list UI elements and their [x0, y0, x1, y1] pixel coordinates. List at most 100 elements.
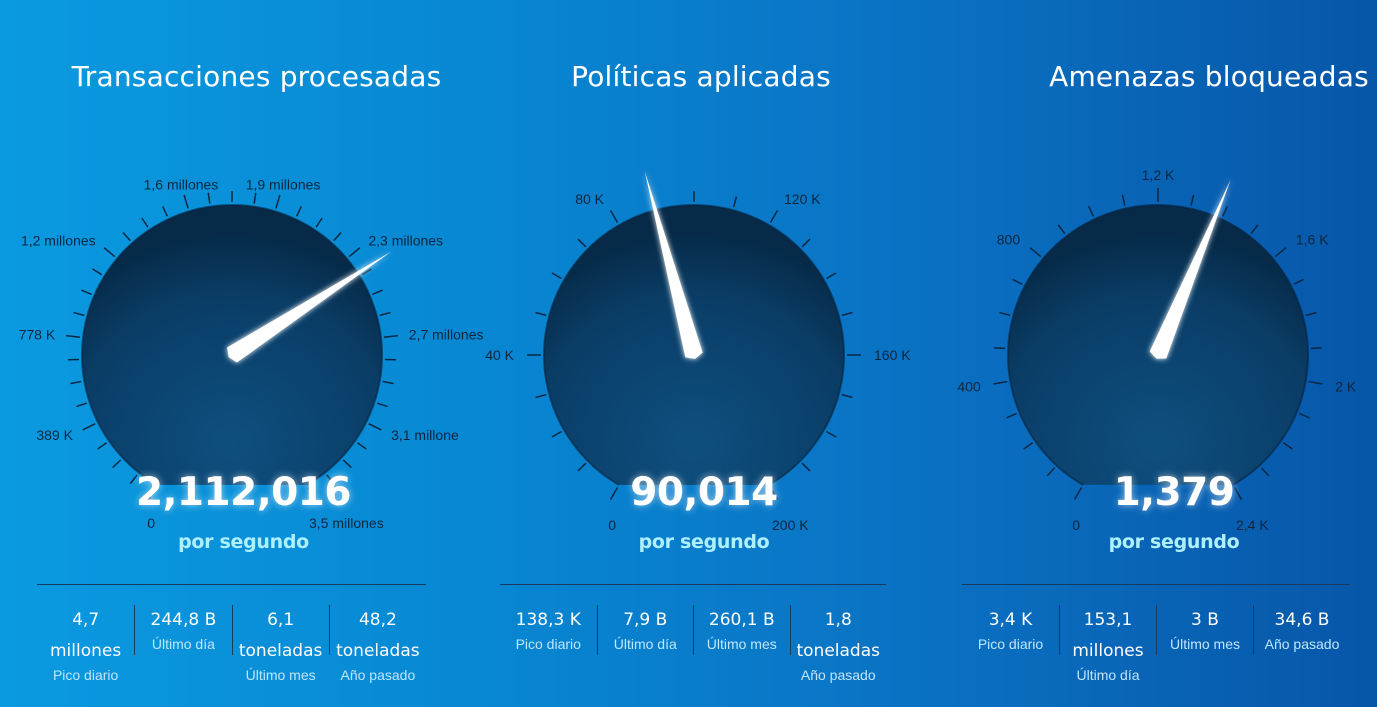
gauge-unit: por segundo: [638, 531, 770, 553]
stat-value: 6,1 toneladas: [238, 610, 323, 661]
stat-label: Pico diario: [977, 636, 1044, 652]
minor-tick: [1121, 194, 1126, 206]
stat-cell: 6,1 toneladas Último mes: [231, 605, 329, 683]
major-tick: [147, 487, 157, 501]
minor-tick: [76, 402, 88, 408]
minor-tick: [141, 217, 149, 228]
major-tick: [1233, 487, 1243, 501]
minor-tick: [326, 474, 335, 485]
divider: [37, 584, 426, 585]
minor-tick: [1282, 442, 1293, 450]
gauge-panel-politicas: Políticas aplicadas 0 40 K 80 K 120 K 160 K 2…: [465, 0, 925, 707]
stat-value: 7,9 B: [623, 610, 668, 630]
major-tick: [183, 194, 189, 209]
minor-tick: [535, 393, 547, 399]
stats-row: 3,4 K Pico diario 153,1 millones Último día…: [962, 605, 1350, 683]
major-tick: [769, 487, 779, 501]
major-tick: [66, 334, 81, 338]
scale-label: 200 K: [772, 517, 809, 533]
gauge-value: 90,014: [630, 470, 778, 515]
minor-tick: [577, 462, 587, 472]
scale-label: 80 K: [575, 191, 604, 207]
stat-value: 3 B: [1191, 610, 1219, 630]
major-tick: [103, 247, 116, 258]
stat-label: Último mes: [245, 667, 316, 683]
gauge-title: Amenazas bloqueadas: [1049, 60, 1369, 93]
stat-cell: 138,3 K Pico diario: [500, 605, 597, 655]
minor-tick: [376, 402, 388, 408]
scale-label: 2 K: [1335, 378, 1357, 394]
minor-tick: [162, 206, 169, 217]
stat-label: Último día: [151, 636, 215, 652]
gauge-needle: [644, 171, 703, 359]
scale-label: 1,2 millones: [21, 233, 96, 249]
stat-value: 4,7 millones: [50, 610, 122, 661]
stat-cell: 34,6 B Año pasado: [1253, 605, 1350, 655]
minor-tick: [577, 238, 587, 248]
gauge-rim: [543, 204, 845, 486]
scale-label: 3,5 millones: [309, 515, 384, 531]
minor-tick: [81, 289, 92, 296]
scale-label: 778 K: [19, 326, 56, 342]
scale-label: 1,9 millones: [246, 176, 321, 192]
minor-tick: [826, 272, 837, 280]
major-tick: [307, 487, 317, 501]
major-tick: [1308, 380, 1323, 385]
minor-tick: [122, 231, 131, 242]
stat-cell: 1,8 toneladas Año pasado: [789, 605, 887, 683]
divider: [962, 584, 1350, 585]
gauge-unit: por segundo: [1108, 531, 1240, 553]
minor-tick: [1057, 224, 1066, 235]
stat-label: Pico diario: [515, 636, 581, 652]
scale-label: 40 K: [485, 347, 514, 363]
stat-cell: 153,1 millones Último día: [1059, 605, 1156, 683]
gauge-value: 1,379: [1113, 470, 1235, 515]
minor-tick: [732, 196, 738, 208]
minor-tick: [535, 311, 547, 317]
minor-tick: [551, 272, 562, 280]
scale-label: 160 K: [874, 347, 911, 363]
scale-label: 0: [608, 517, 616, 533]
scale-label: 2,4 K: [1236, 517, 1269, 533]
minor-tick: [841, 393, 853, 399]
minor-tick: [551, 430, 562, 438]
minor-tick: [129, 474, 138, 485]
stat-label: Año pasado: [800, 667, 876, 683]
major-tick: [1029, 247, 1042, 258]
minor-tick: [361, 268, 372, 276]
minor-tick: [1088, 206, 1095, 217]
scale-label: 800: [997, 231, 1021, 247]
minor-tick: [1260, 467, 1270, 477]
major-tick: [348, 247, 361, 258]
minor-tick: [295, 206, 302, 217]
stat-cell: 4,7 millones Pico diario: [37, 605, 134, 683]
gauge-dial: 0 400 800 1,2 K 1,6 K 2 K 2,4 K: [957, 167, 1357, 533]
major-tick: [609, 487, 619, 501]
stat-value: 3,4 K: [988, 610, 1033, 630]
minor-tick: [73, 311, 85, 317]
minor-tick: [1299, 412, 1310, 419]
major-tick: [769, 209, 779, 223]
gauge-panel-transacciones: Transacciones procesadas 0 389 K 778 K 1,2 …: [0, 0, 484, 707]
minor-tick: [801, 462, 811, 472]
gauge-title: Políticas aplicadas: [571, 60, 831, 93]
minor-tick: [372, 289, 383, 296]
minor-tick: [379, 311, 391, 317]
gauge-rim: [81, 204, 383, 486]
minor-tick: [1046, 467, 1056, 477]
minor-tick: [97, 442, 108, 450]
gauge-panel-amenazas: Amenazas bloqueadas 0 400 800 1,2 K 1,6 K 2 K…: [925, 0, 1377, 707]
scale-label: 1,2 K: [1142, 167, 1175, 183]
major-tick: [993, 380, 1008, 385]
stat-label: Último mes: [1169, 636, 1240, 652]
stat-value: 1,8 toneladas: [796, 610, 880, 661]
scale-label: 3,1 millone: [391, 427, 459, 443]
minor-tick: [70, 380, 82, 385]
minor-tick: [826, 430, 837, 438]
scale-label: 0: [147, 515, 155, 531]
scale-label: 1,6 millones: [144, 176, 219, 192]
minor-tick: [1305, 311, 1317, 317]
minor-tick: [841, 311, 853, 317]
stat-value: 34,6 B: [1274, 610, 1330, 630]
gauge-unit: por segundo: [178, 531, 309, 553]
